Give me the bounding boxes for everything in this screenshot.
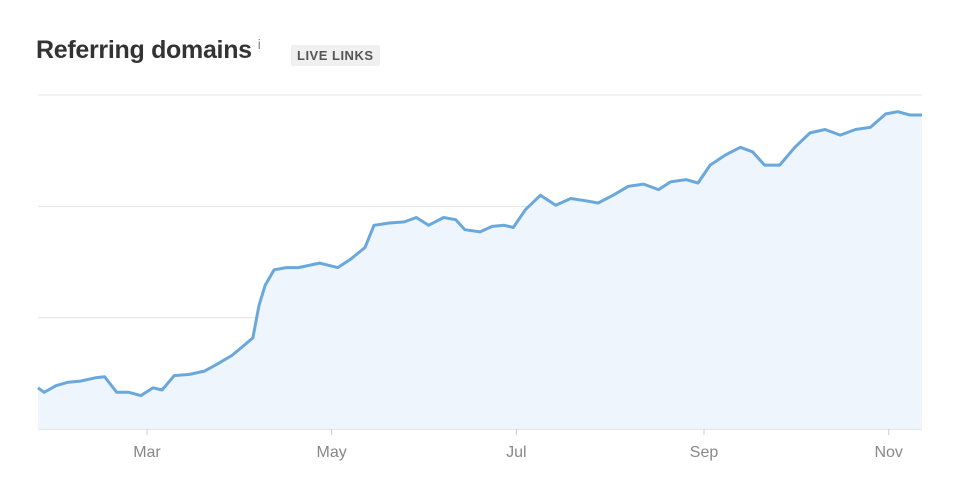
area-fill: [38, 111, 922, 429]
x-tick-label: Nov: [874, 444, 902, 461]
title-text: Referring domains: [36, 36, 252, 64]
x-tick-label: Sep: [690, 444, 719, 461]
x-tick-label: May: [317, 444, 347, 461]
x-tick-label: Mar: [133, 444, 161, 461]
x-tick-label: Jul: [506, 444, 526, 461]
line: [37, 110, 922, 398]
title: Referring domains i: [36, 36, 261, 65]
badge: LIVE LINKS: [291, 45, 380, 66]
info-icon[interactable]: i: [257, 36, 261, 52]
